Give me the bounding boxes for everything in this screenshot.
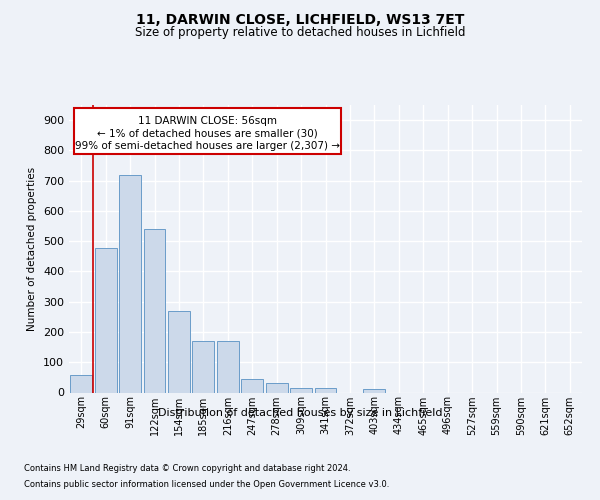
Text: Size of property relative to detached houses in Lichfield: Size of property relative to detached ho… [135,26,465,39]
Bar [364,390,385,392]
Text: 11, DARWIN CLOSE, LICHFIELD, WS13 7ET: 11, DARWIN CLOSE, LICHFIELD, WS13 7ET [136,12,464,26]
Bar [95,248,116,392]
Bar [143,229,166,392]
Bar [241,379,263,392]
Text: Contains public sector information licensed under the Open Government Licence v3: Contains public sector information licen… [24,480,389,489]
Text: 99% of semi-detached houses are larger (2,307) →: 99% of semi-detached houses are larger (… [75,140,340,150]
Text: ← 1% of detached houses are smaller (30): ← 1% of detached houses are smaller (30) [97,128,318,138]
Bar [314,388,337,392]
Y-axis label: Number of detached properties: Number of detached properties [28,166,37,331]
Bar [119,174,141,392]
Text: Contains HM Land Registry data © Crown copyright and database right 2024.: Contains HM Land Registry data © Crown c… [24,464,350,473]
Bar [168,311,190,392]
Text: Distribution of detached houses by size in Lichfield: Distribution of detached houses by size … [158,408,442,418]
Bar [290,388,312,392]
Bar [70,375,92,392]
Bar [193,341,214,392]
Bar [217,341,239,392]
Bar [266,384,287,392]
FancyBboxPatch shape [74,108,341,154]
Text: 11 DARWIN CLOSE: 56sqm: 11 DARWIN CLOSE: 56sqm [138,116,277,126]
